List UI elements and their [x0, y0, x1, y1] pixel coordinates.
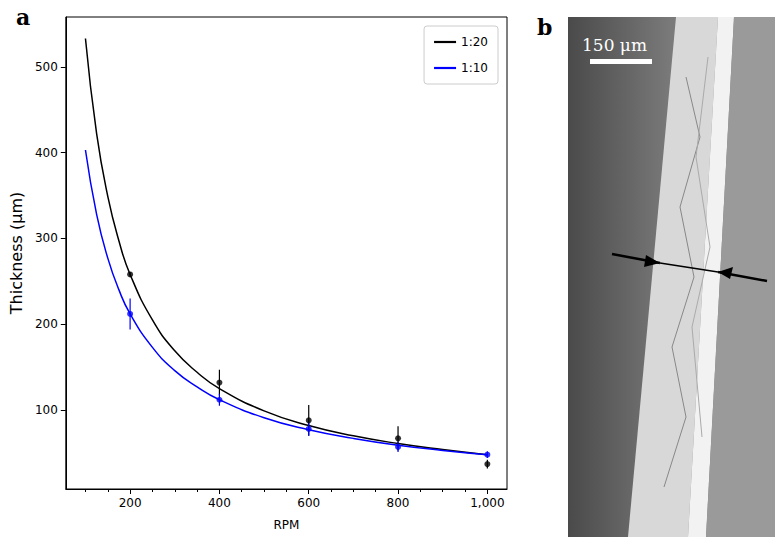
svg-text:200: 200 [35, 317, 58, 331]
svg-text:500: 500 [35, 60, 58, 74]
svg-text:200: 200 [119, 496, 142, 510]
svg-text:Thickness (μm): Thickness (μm) [7, 192, 26, 315]
svg-text:150 μm: 150 μm [582, 35, 647, 55]
svg-text:1:20: 1:20 [461, 35, 488, 49]
svg-text:1:10: 1:10 [461, 61, 488, 75]
svg-text:400: 400 [208, 496, 231, 510]
svg-text:1,000: 1,000 [470, 496, 504, 510]
svg-text:600: 600 [297, 496, 320, 510]
html-text:a: a [16, 4, 31, 30]
svg-text:RPM: RPM [273, 518, 299, 532]
svg-text:300: 300 [35, 231, 58, 245]
svg-text:800: 800 [387, 496, 410, 510]
svg-text:400: 400 [35, 146, 58, 160]
html-text:b: b [537, 14, 553, 40]
svg-text:100: 100 [35, 403, 58, 417]
